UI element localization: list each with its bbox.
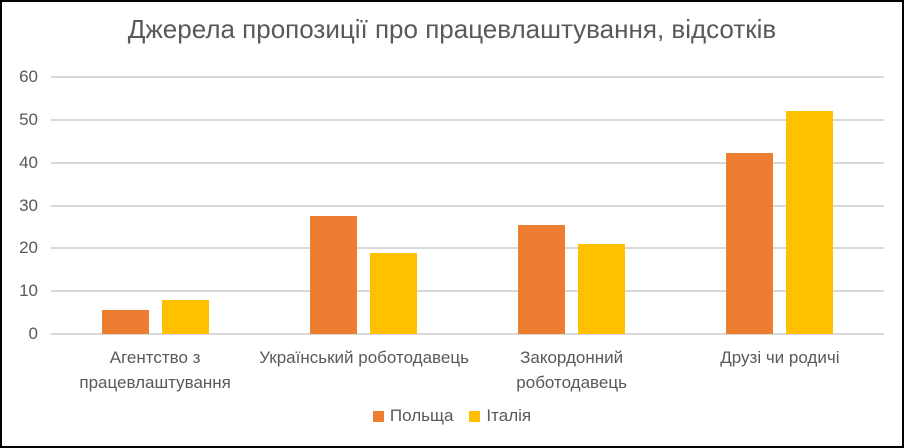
bar-Польща-1	[309, 216, 357, 334]
y-tick-label-20: 20	[19, 238, 38, 258]
x-axis-label-line: Закордонний	[520, 348, 624, 367]
y-tick-label-50: 50	[19, 109, 38, 129]
x-axis-label-line: Агентство з	[109, 348, 201, 367]
x-axis-label-line: працевлаштування	[79, 372, 231, 392]
chart-title: Джерела пропозиції про працевлаштування,…	[127, 14, 777, 44]
x-axis-label-line: Друзі чи родичі	[720, 348, 840, 367]
legend-item-Польща: Польща	[372, 406, 454, 426]
y-axis: 0 10 20 30 40 50 60	[2, 67, 40, 343]
x-axis-label-3: Друзі чи родичі	[676, 346, 884, 395]
bar-group-2	[468, 77, 676, 334]
x-axis-label-0: Агентство з працевлаштування	[51, 346, 259, 395]
bar-Польща-3	[726, 153, 774, 334]
x-axis-label-line: роботодавець	[516, 372, 627, 392]
bar-Італія-2	[578, 244, 626, 334]
legend-swatch-icon	[469, 410, 481, 422]
bar-Італія-1	[369, 252, 417, 334]
bar-group-1	[259, 77, 467, 334]
x-axis-label-1: Український роботодавець	[259, 346, 469, 395]
bar-Польща-0	[101, 310, 149, 334]
plot-area	[51, 76, 884, 335]
bar-Польща-2	[518, 224, 566, 334]
x-axis: Агентство з працевлаштування Український р…	[51, 346, 884, 395]
x-axis-label-line: Український роботодавець	[259, 348, 469, 367]
bar-Італія-3	[786, 111, 834, 334]
legend-label: Італія	[486, 406, 532, 425]
gridline-0	[51, 333, 884, 335]
legend-item-Італія: Італія	[469, 406, 531, 426]
gridline-60	[51, 76, 884, 78]
gridline-50	[51, 118, 884, 121]
y-tick-label-30: 30	[19, 195, 38, 215]
bar-Італія-0	[161, 299, 209, 334]
legend-label: Польща	[389, 406, 454, 425]
gridline-10	[51, 290, 884, 293]
bar-group-0	[51, 77, 259, 334]
gridline-40	[51, 161, 884, 164]
bar-group-3	[676, 77, 884, 334]
gridline-30	[51, 204, 884, 207]
y-tick-label-40: 40	[19, 152, 38, 172]
x-axis-label-2: Закордонний роботодавець	[468, 346, 676, 395]
y-tick-label-10: 10	[19, 281, 38, 301]
legend: Польща Італія	[2, 406, 902, 426]
gridline-20	[51, 247, 884, 250]
legend-swatch-icon	[372, 410, 384, 422]
y-tick-label-60: 60	[19, 67, 38, 86]
y-tick-label-0: 0	[28, 324, 38, 343]
